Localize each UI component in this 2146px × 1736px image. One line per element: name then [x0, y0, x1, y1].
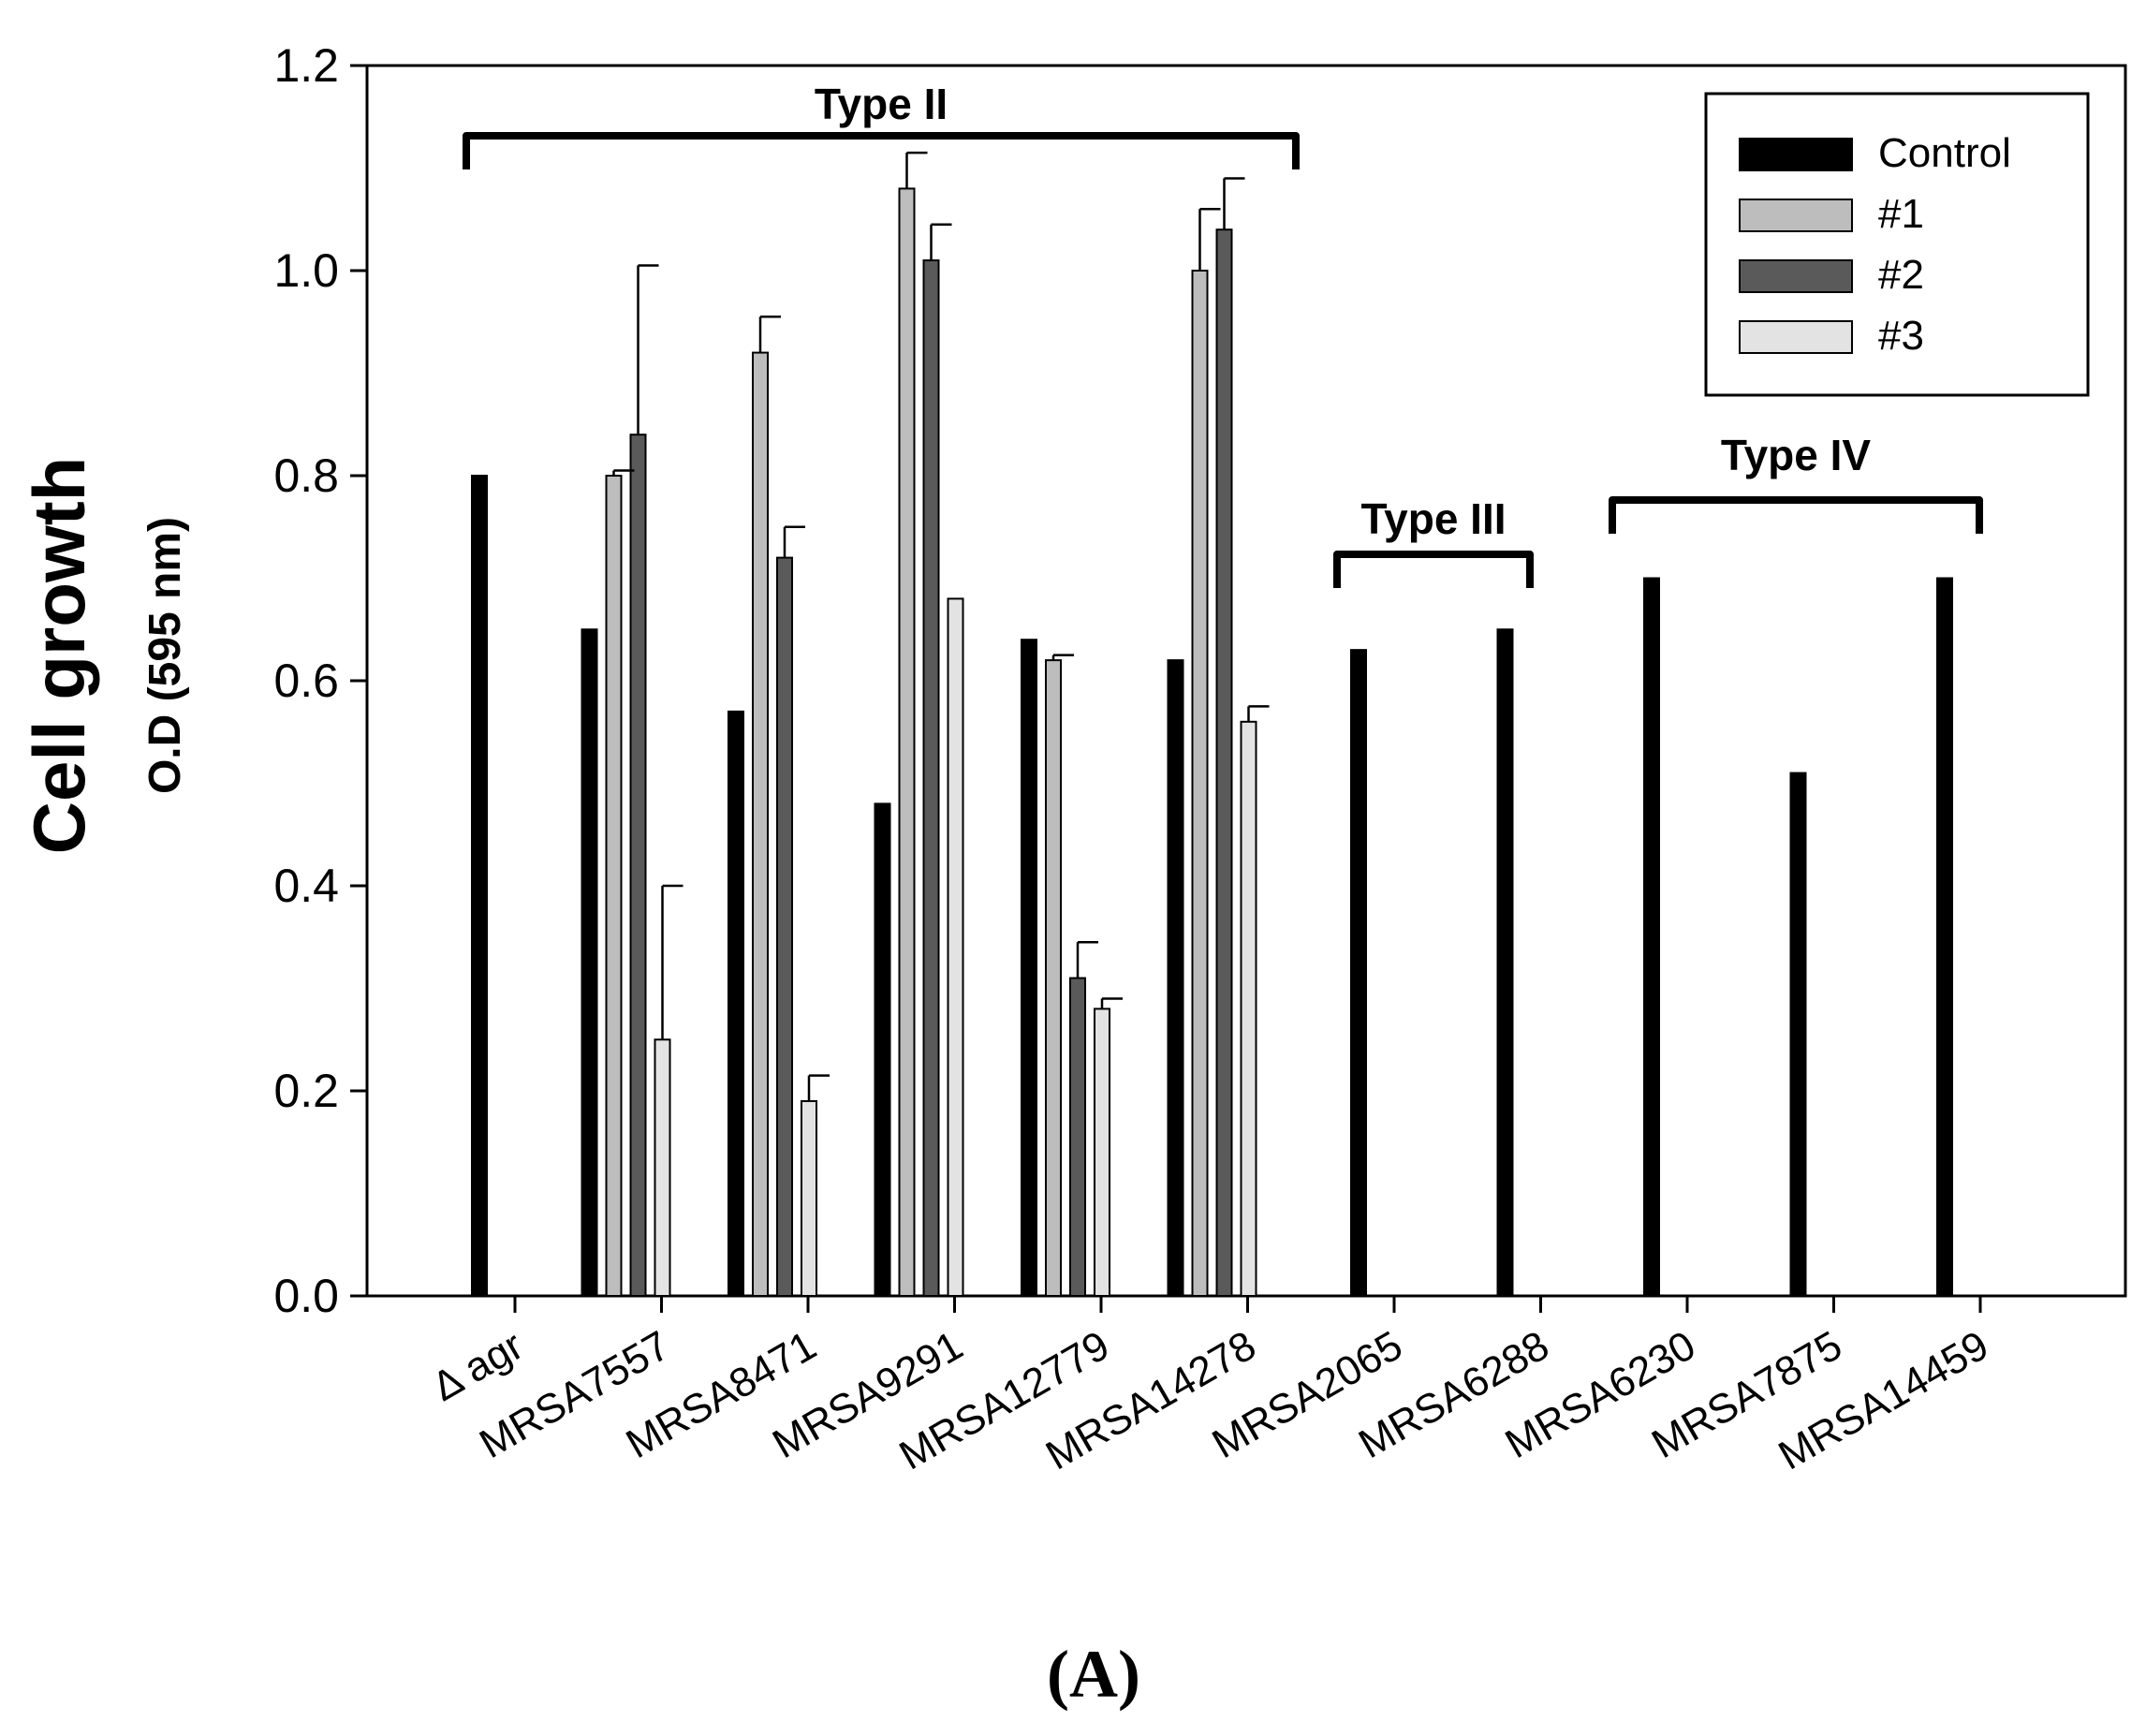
bar: [874, 802, 891, 1297]
y-tick-label: 0.2: [273, 1065, 339, 1117]
x-tick-label: Δ agr: [424, 1322, 531, 1410]
y-tick-label: 0.6: [273, 655, 339, 707]
bar: [922, 259, 940, 1297]
legend-swatch: [1739, 320, 1853, 354]
y-tick-label: 1.2: [273, 39, 339, 92]
bar: [1496, 628, 1514, 1297]
panel-label: (A): [1047, 1637, 1140, 1712]
bar: [1069, 977, 1086, 1298]
bar: [1936, 577, 1953, 1297]
legend-label: Control: [1878, 130, 2011, 176]
bar: [1094, 1008, 1110, 1298]
bar: [1021, 639, 1037, 1297]
error-bars: [612, 151, 1270, 1101]
y-tick-label: 0.4: [273, 860, 339, 912]
bar: [1643, 577, 1660, 1297]
bar: [1215, 228, 1233, 1298]
y-axis-title: Cell growth: [18, 457, 100, 855]
legend-label: #2: [1878, 252, 1924, 298]
y-tick-label: 1.0: [273, 244, 339, 297]
bar: [898, 187, 916, 1297]
y-axis-subtitle: O.D (595 nm): [140, 517, 190, 794]
x-axis: Δ agrMRSA7557MRSA8471MRSA9291MRSA12779MR…: [424, 1296, 1996, 1479]
legend-swatch: [1739, 138, 1853, 171]
legend-label: #1: [1878, 191, 1924, 237]
bar: [728, 710, 744, 1297]
bar: [629, 434, 647, 1297]
y-axis: 0.0 0.2 0.4 0.6 0.8 1.0 1.2: [273, 39, 367, 1322]
bar: [752, 351, 769, 1298]
group-label: Type IV: [1721, 431, 1872, 479]
bar: [1350, 649, 1367, 1297]
group-label: Type III: [1360, 494, 1506, 543]
group-bracket: [1333, 551, 1534, 588]
bar: [1789, 772, 1807, 1297]
bar: [471, 475, 488, 1297]
bars: [471, 187, 1953, 1298]
group-brackets: Type II Type III Type IV: [463, 80, 1983, 588]
legend-swatch: [1739, 259, 1853, 293]
bar: [1191, 270, 1209, 1297]
legend-label: #3: [1878, 313, 1924, 359]
bar: [801, 1099, 817, 1297]
bar: [654, 1038, 671, 1297]
bar: [947, 597, 964, 1297]
legend-swatch: [1739, 199, 1853, 232]
bar: [1240, 720, 1257, 1297]
legend: Control #1 #2 #3: [1704, 92, 2090, 397]
y-tick-label: 0.8: [273, 449, 339, 502]
bar: [605, 475, 623, 1297]
bar: [776, 556, 793, 1297]
bar: [1045, 659, 1062, 1297]
group-label: Type II: [815, 80, 948, 128]
bar: [581, 628, 598, 1297]
y-tick-label: 0.0: [273, 1270, 339, 1322]
group-bracket: [463, 132, 1300, 169]
bar: [1167, 659, 1184, 1297]
group-bracket: [1609, 496, 1983, 534]
